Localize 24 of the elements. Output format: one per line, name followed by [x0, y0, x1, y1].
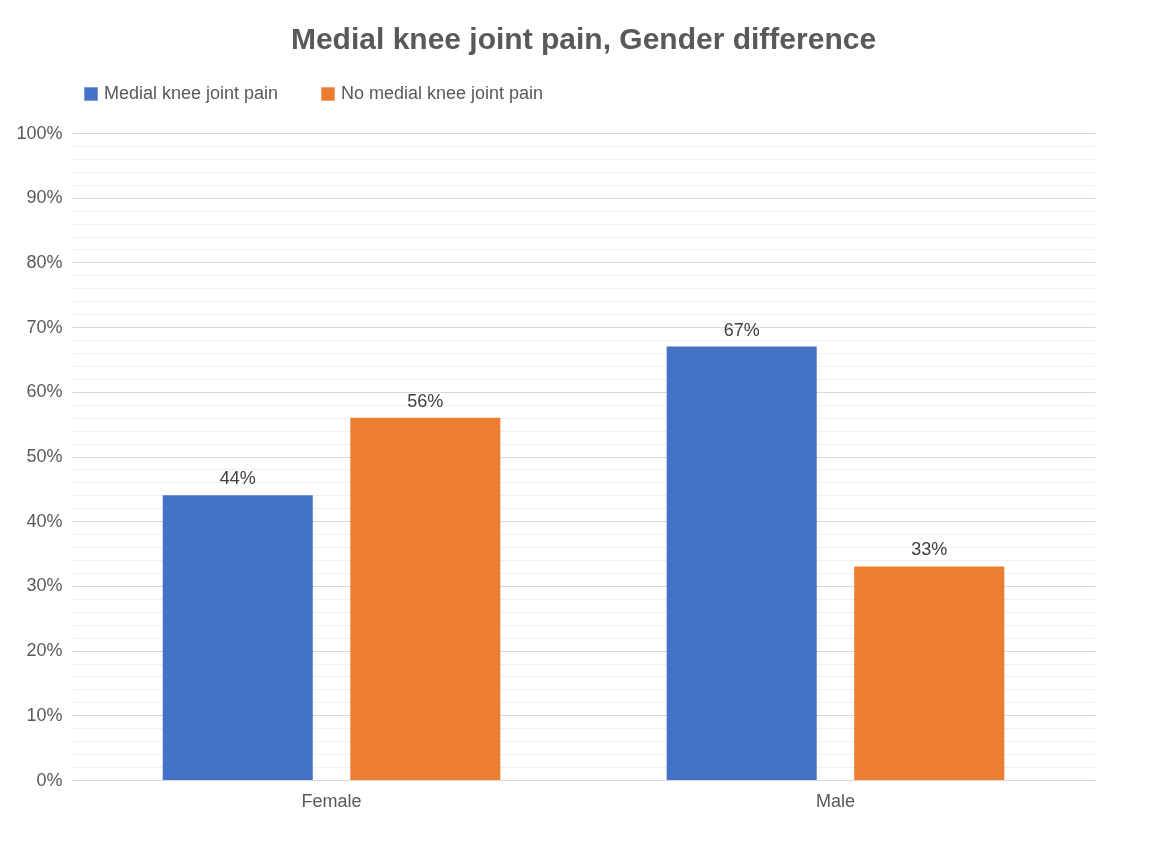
chart-title: Medial knee joint pain, Gender difference [290, 22, 877, 55]
data-label: 67% [723, 319, 760, 340]
y-tick-label: 90% [26, 187, 63, 208]
data-label: 56% [407, 390, 444, 411]
y-tick-label: 40% [26, 510, 63, 531]
bar [162, 495, 313, 780]
bar [666, 346, 817, 780]
x-tick-label: Male [815, 790, 855, 811]
y-tick-label: 10% [26, 704, 63, 725]
x-tick-label: Female [301, 790, 362, 811]
legend-label: No medial knee joint pain [341, 83, 544, 103]
data-label: 33% [911, 539, 948, 560]
data-label: 44% [219, 468, 256, 489]
y-tick-label: 80% [26, 251, 63, 272]
y-tick-label: 100% [16, 122, 63, 143]
legend-label: Medial knee joint pain [104, 83, 279, 103]
y-tick-label: 70% [26, 316, 63, 337]
bar [350, 417, 501, 780]
y-tick-label: 20% [26, 640, 63, 661]
y-tick-label: 30% [26, 575, 63, 596]
bar [854, 566, 1005, 780]
y-tick-label: 50% [26, 446, 63, 466]
y-tick-label: 0% [36, 769, 63, 790]
y-tick-label: 60% [26, 381, 63, 402]
